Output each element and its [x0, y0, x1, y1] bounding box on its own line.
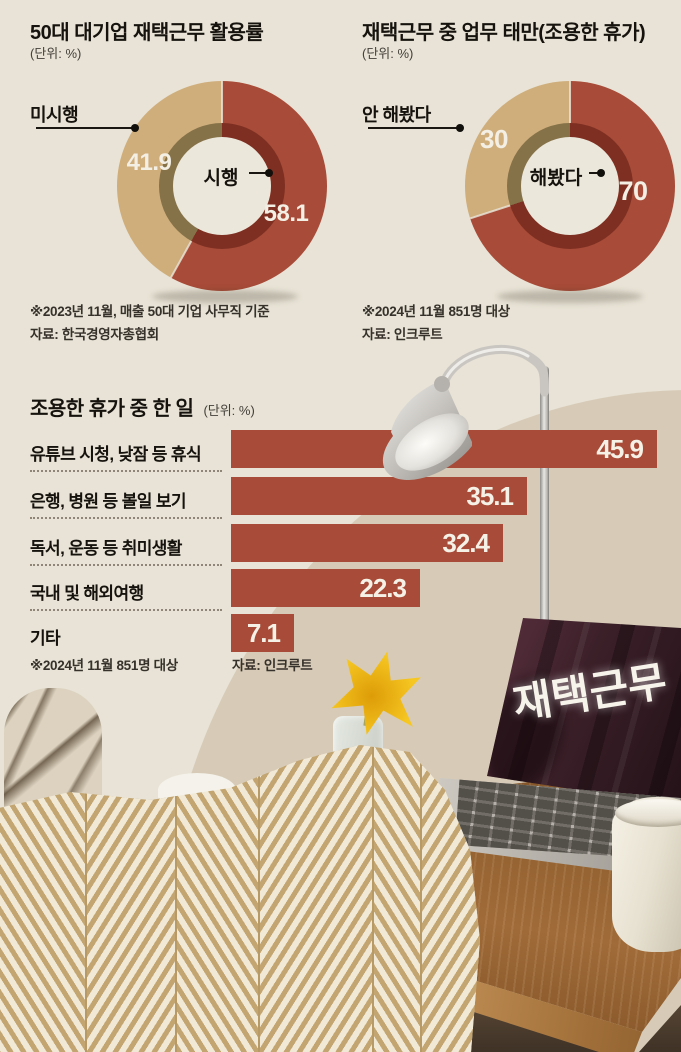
donut2-leader-dot-left — [456, 124, 464, 132]
donut2-unit: (단위: %) — [362, 46, 414, 61]
lamp-pole — [540, 366, 549, 646]
donut1-leader-line-left — [36, 127, 134, 129]
bar-label-hobby: 독서, 운동 등 취미생활 — [30, 539, 182, 558]
donut-chart-wfh-adoption — [117, 81, 327, 291]
donut2-leader-line-right — [589, 172, 601, 174]
bar-chart-unit: (단위: %) — [203, 403, 255, 418]
donut2-value-never-tried: 30 — [480, 124, 508, 154]
bar-chart-source: 자료: 인크루트 — [232, 658, 313, 673]
bar-value-rest: 45.9 — [596, 434, 644, 464]
donut1-note: ※2023년 11월, 매출 50대 기업 사무직 기준 — [30, 304, 270, 319]
donut1-leader-dot-right — [265, 169, 273, 177]
bar-chart-heading: 조용한 휴가 중 한 일 (단위: %) — [30, 392, 255, 421]
laptop-screen: 재택근무 — [487, 618, 681, 806]
lamp-head — [360, 340, 580, 481]
donut2-hole — [521, 137, 619, 235]
bar-etc — [231, 614, 294, 652]
donut2-leader-dot-right — [597, 169, 605, 177]
donut1-title: 50대 대기업 재택근무 활용률 — [30, 22, 264, 44]
donut2-source: 자료: 인크루트 — [362, 327, 443, 342]
bar-hobby — [231, 524, 503, 562]
donut1-label-implemented: 시행 — [203, 168, 239, 189]
donut1-shadow — [152, 290, 298, 303]
bar-travel — [231, 569, 420, 607]
donut2-shadow — [497, 290, 643, 303]
donut1-hole — [173, 137, 271, 235]
donut2-leader-line-left — [368, 127, 459, 129]
bar-chart-title: 조용한 휴가 중 한 일 — [30, 398, 194, 420]
donut1-leader-dot-left — [131, 124, 139, 132]
bar-value-errands: 35.1 — [466, 481, 514, 511]
bar-label-rest: 유튜브 시청, 낮잠 등 휴식 — [30, 445, 202, 464]
coffee-mug — [612, 797, 681, 952]
donut1-source: 자료: 한국경영자총협회 — [30, 327, 159, 342]
bar-label-errands: 은행, 병원 등 볼일 보기 — [30, 492, 187, 511]
donut2-label-tried: 해봤다 — [529, 168, 583, 189]
lamp-head-graphic — [382, 345, 549, 481]
bar-label-travel: 국내 및 해외여행 — [30, 584, 144, 603]
row-divider — [30, 564, 222, 566]
charts-layer: 50대 대기업 재택근무 활용률 (단위: %) 미시행 41.9 시행 58.… — [30, 22, 675, 673]
donut1-value-not-implemented: 41.9 — [126, 149, 172, 176]
bar-value-hobby: 32.4 — [442, 528, 490, 558]
donut2-value-tried: 70 — [618, 176, 648, 206]
donut1-value-implemented: 58.1 — [263, 200, 309, 227]
row-divider — [30, 517, 222, 519]
mug-rim — [615, 799, 681, 827]
blanket-stripe — [258, 745, 374, 1052]
donut1-unit: (단위: %) — [30, 46, 82, 61]
bar-chart-note: ※2024년 11월 851명 대상 — [30, 658, 178, 673]
bar-errands — [231, 477, 527, 515]
bar-value-travel: 22.3 — [359, 573, 407, 603]
donut2-label-never-tried: 안 해봤다 — [362, 105, 431, 125]
bar-label-etc: 기타 — [30, 629, 61, 648]
row-divider — [30, 470, 222, 472]
donut1-label-not-implemented: 미시행 — [30, 105, 79, 125]
herringbone-blanket — [0, 745, 480, 1052]
donut-chart-quiet-vacation — [465, 81, 675, 291]
bar-value-etc: 7.1 — [246, 618, 281, 648]
donut1-leader-line-right — [249, 172, 269, 174]
donut2-note: ※2024년 11월 851명 대상 — [362, 304, 510, 319]
row-divider — [30, 609, 222, 611]
donut2-title: 재택근무 중 업무 태만(조용한 휴가) — [362, 22, 646, 44]
